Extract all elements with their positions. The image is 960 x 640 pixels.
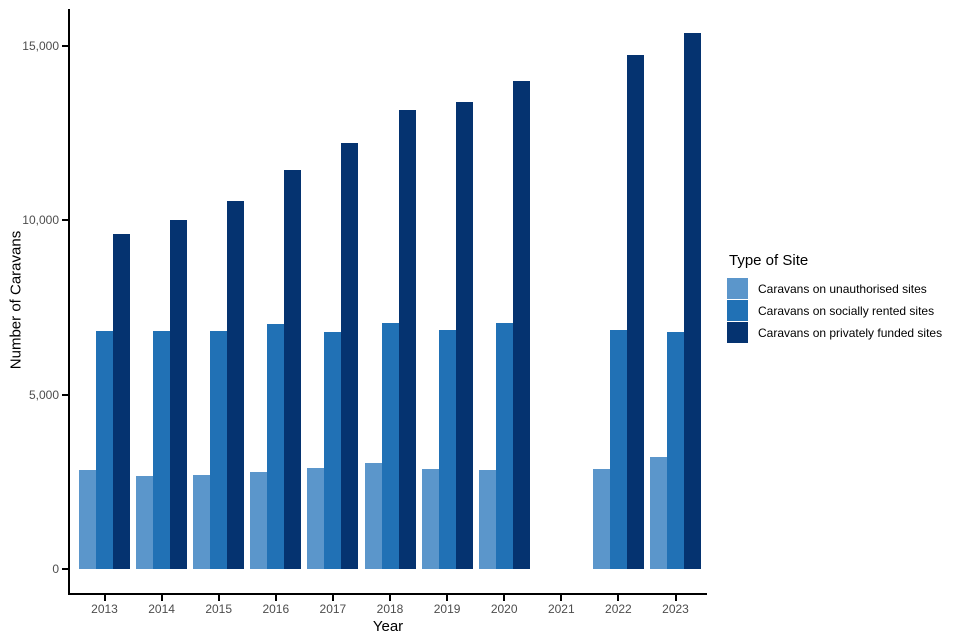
bar bbox=[153, 330, 171, 569]
legend-swatch bbox=[727, 300, 748, 321]
y-tick-mark bbox=[62, 393, 68, 396]
x-tick-mark bbox=[560, 595, 563, 601]
bar bbox=[421, 469, 439, 569]
legend-label: Caravans on unauthorised sites bbox=[758, 281, 927, 296]
x-tick-label: 2016 bbox=[262, 602, 290, 616]
legend-item: Caravans on socially rented sites bbox=[727, 300, 957, 321]
bar bbox=[495, 323, 513, 569]
y-tick-label: 15,000 bbox=[22, 39, 59, 54]
x-tick-label: 2022 bbox=[605, 602, 632, 616]
legend-swatch bbox=[727, 278, 748, 299]
bar bbox=[96, 330, 113, 569]
bar bbox=[398, 109, 416, 569]
bar bbox=[284, 169, 302, 569]
bar bbox=[210, 331, 228, 569]
legend-swatch bbox=[727, 322, 748, 343]
bar bbox=[438, 329, 456, 569]
x-tick-label: 2014 bbox=[148, 602, 175, 616]
bar bbox=[267, 324, 285, 569]
y-tick-label: 10,000 bbox=[22, 213, 59, 228]
bar bbox=[478, 469, 496, 569]
x-tick-label: 2021 bbox=[547, 602, 575, 616]
legend-title: Type of Site bbox=[729, 252, 809, 269]
y-axis-line bbox=[68, 9, 70, 595]
x-tick-mark bbox=[503, 595, 506, 601]
y-tick-mark bbox=[62, 568, 68, 570]
x-tick-mark bbox=[331, 595, 334, 601]
x-tick-mark bbox=[389, 595, 391, 601]
bar bbox=[227, 200, 245, 569]
bar bbox=[512, 81, 530, 569]
x-axis-line bbox=[68, 593, 707, 595]
bar bbox=[650, 457, 667, 569]
x-tick-label: 2013 bbox=[91, 602, 118, 616]
legend-item: Caravans on unauthorised sites bbox=[727, 278, 957, 299]
bar bbox=[592, 468, 610, 569]
bar bbox=[170, 220, 188, 569]
bar bbox=[341, 142, 359, 569]
bar bbox=[609, 329, 627, 569]
x-tick-mark bbox=[103, 595, 106, 601]
bar bbox=[324, 332, 342, 569]
x-tick-mark bbox=[617, 595, 620, 601]
bar bbox=[626, 55, 644, 569]
x-tick-label: 2017 bbox=[319, 602, 347, 616]
x-tick-mark bbox=[274, 595, 277, 601]
y-tick-label: 0 bbox=[52, 562, 59, 576]
bar bbox=[684, 33, 701, 569]
x-tick-mark bbox=[217, 595, 220, 601]
bar bbox=[79, 469, 96, 569]
bar bbox=[113, 233, 130, 569]
y-axis-title: Number of Caravans bbox=[7, 230, 25, 370]
bar bbox=[250, 471, 268, 569]
x-tick-mark bbox=[446, 595, 449, 601]
x-tick-label: 2015 bbox=[205, 602, 233, 616]
legend-item: Caravans on privately funded sites bbox=[727, 322, 957, 343]
bar bbox=[364, 462, 382, 569]
bar bbox=[136, 475, 154, 569]
x-tick-label: 2018 bbox=[376, 602, 404, 616]
bar bbox=[307, 467, 325, 569]
x-tick-label: 2019 bbox=[433, 602, 461, 616]
x-tick-mark bbox=[160, 595, 163, 601]
x-axis-title: Year bbox=[372, 618, 404, 635]
bar bbox=[381, 323, 399, 569]
y-tick-label: 5,000 bbox=[28, 387, 59, 402]
bar bbox=[193, 474, 211, 569]
y-tick-mark bbox=[62, 219, 68, 222]
x-tick-mark bbox=[674, 595, 677, 601]
legend-label: Caravans on privately funded sites bbox=[758, 325, 943, 340]
x-tick-label: 2023 bbox=[662, 602, 689, 616]
y-tick-mark bbox=[62, 45, 68, 48]
legend-label: Caravans on socially rented sites bbox=[758, 303, 935, 318]
legend-items: Caravans on unauthorised sites Caravans o… bbox=[727, 278, 957, 343]
x-tick-label: 2020 bbox=[490, 602, 518, 616]
bar bbox=[667, 332, 684, 569]
bar bbox=[455, 102, 473, 569]
legend: Type of Site Caravans on unauthorised si… bbox=[727, 252, 957, 344]
